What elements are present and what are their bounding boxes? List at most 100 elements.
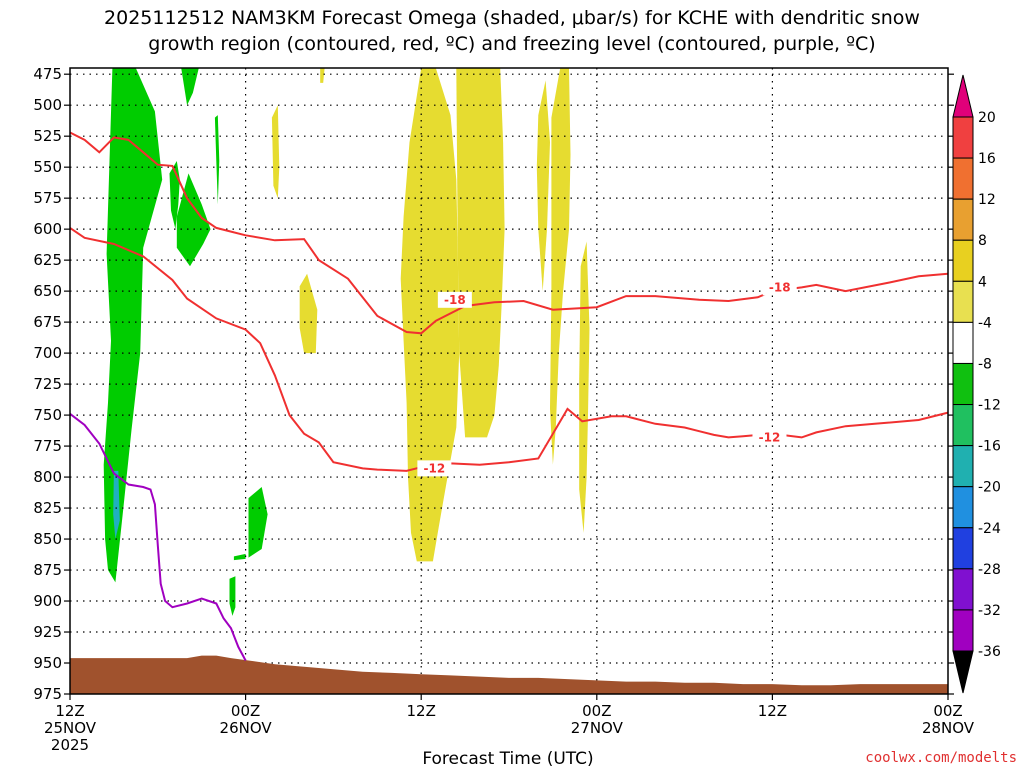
omega-region-yellow-11	[536, 80, 550, 292]
plot-border	[69, 67, 949, 695]
plot-frame	[69, 67, 949, 695]
terrain-layer	[70, 655, 948, 694]
chart-title-line-2: growth region (contoured, red, ºC) and f…	[148, 33, 875, 55]
x-tick-label-36-0: 00Z	[582, 702, 611, 720]
y-tick-label-650: 650	[33, 282, 62, 300]
y-tick-label-900: 900	[33, 592, 62, 610]
colorbar-label-4: 4	[978, 274, 987, 290]
x-tick-label-36-1: 27NOV	[571, 719, 624, 737]
omega-region-yellow-9	[400, 68, 460, 562]
y-tick-label-950: 950	[33, 654, 62, 672]
credit-text: coolwx.com/modelts	[865, 750, 1017, 766]
omega-region-green-5	[248, 487, 268, 558]
y-tick-label-825: 825	[33, 499, 62, 517]
y-tick-label-550: 550	[33, 158, 62, 176]
y-tick-label-600: 600	[33, 220, 62, 238]
colorbar-label-6: -8	[978, 356, 992, 372]
colorbar-label-11: -28	[978, 562, 1001, 578]
colorbar-segment-12	[952, 609, 974, 652]
omega-region-yellow-16	[320, 68, 325, 83]
colorbar-label-9: -20	[978, 480, 1001, 496]
colorbar-label-8: -16	[978, 439, 1001, 455]
colorbar-label-1: 16	[978, 151, 996, 167]
colorbar-segment-11	[952, 568, 974, 611]
colorbar-segment-9	[952, 486, 974, 529]
dendritic-contour-label-bg-1-1	[752, 429, 787, 446]
colorbar-segment-0	[952, 116, 974, 159]
colorbar-segment-2	[952, 198, 974, 241]
y-tick-label-775: 775	[33, 437, 62, 455]
colorbar-segment-4	[952, 280, 974, 323]
y-axis: 475 500 525 550 575 600 625 650 675 700 725 750 775 8…	[33, 65, 954, 703]
omega-region-cyan-8	[113, 470, 120, 539]
contour-layer: -18 -18 -12 -12	[69, 131, 949, 661]
omega-region-green-3	[181, 68, 199, 106]
dendritic-contour-label-bg-1-0	[417, 460, 452, 477]
dendritic-contour-label-1-0: -12	[424, 461, 446, 475]
colorbar-label-0: 20	[978, 110, 996, 126]
x-tick-label-0-1: 25NOV	[44, 719, 97, 737]
x-tick-label-60-0: 00Z	[933, 702, 962, 720]
colorbar-segment-3	[952, 239, 974, 282]
dendritic-contour-label-0-0: -18	[444, 293, 466, 307]
dendritic-contour-label-bg-0-1	[762, 279, 797, 296]
omega-region-green-4	[214, 115, 220, 205]
colorbar-segment-6	[952, 362, 974, 406]
colorbar-label-7: -12	[978, 398, 1001, 414]
y-tick-label-525: 525	[33, 127, 62, 145]
dendritic-contour-line-1	[69, 227, 949, 472]
x-tick-label-60-1: 28NOV	[922, 719, 975, 737]
colorbar-segment-10	[952, 527, 974, 570]
omega-region-yellow-14	[299, 273, 318, 354]
y-tick-label-575: 575	[33, 189, 62, 207]
x-tick-label-12-0: 00Z	[231, 702, 260, 720]
dendritic-contour-label-0-1: -18	[769, 280, 791, 294]
colorbar-label-3: 8	[978, 233, 987, 249]
chart-title-line-1: 2025112512 NAM3KM Forecast Omega (shaded…	[104, 7, 920, 29]
grid-layer	[70, 68, 948, 694]
colorbar-label-10: -24	[978, 521, 1001, 537]
x-tick-label-0-2: 2025	[51, 736, 89, 754]
terrain-fill	[70, 655, 948, 694]
y-tick-label-750: 750	[33, 406, 62, 424]
colorbar-label-2: 12	[978, 192, 996, 208]
colorbar-bottom-arrow	[952, 650, 974, 694]
colorbar-segment-1	[952, 157, 974, 200]
colorbar-label-5: -4	[978, 315, 992, 331]
y-tick-label-675: 675	[33, 313, 62, 331]
colorbar-top-arrow	[952, 74, 974, 118]
x-tick-label-24-0: 12Z	[407, 702, 436, 720]
dendritic-contour-label-1-1: -12	[759, 430, 781, 444]
y-tick-label-625: 625	[33, 251, 62, 269]
freezing-level-line	[69, 413, 247, 661]
y-tick-label-875: 875	[33, 561, 62, 579]
omega-region-green-7	[229, 576, 236, 616]
y-tick-label-800: 800	[33, 468, 62, 486]
y-tick-label-500: 500	[33, 96, 62, 114]
colorbar-label-13: -36	[978, 644, 1001, 660]
y-tick-label-475: 475	[33, 65, 62, 83]
omega-region-yellow-10	[456, 68, 505, 438]
omega-region-yellow-12	[550, 68, 571, 465]
colorbar-segment-8	[952, 445, 974, 488]
colorbar-label-12: -32	[978, 603, 1001, 619]
y-tick-label-850: 850	[33, 530, 62, 548]
x-tick-label-12-1: 26NOV	[220, 719, 273, 737]
colorbar: 20 16 12 8 4 -4 -8 -12 -16 -20 -24 -28 -32 -36	[952, 74, 1001, 694]
colorbar-segment-7	[952, 404, 974, 447]
omega-region-green-2	[176, 173, 211, 267]
omega-region-yellow-15	[271, 105, 280, 199]
y-tick-label-725: 725	[33, 375, 62, 393]
x-axis-title: Forecast Time (UTC)	[422, 749, 593, 768]
omega-shading-layer	[103, 68, 590, 616]
y-tick-label-700: 700	[33, 344, 62, 362]
colorbar-segment-5	[952, 321, 974, 364]
omega-region-green-0	[103, 68, 163, 583]
y-tick-label-975: 975	[33, 685, 62, 703]
dendritic-contour-label-bg-0-0	[437, 291, 472, 308]
y-tick-label-925: 925	[33, 623, 62, 641]
omega-region-yellow-13	[579, 241, 590, 533]
omega-region-green-6	[233, 553, 246, 561]
